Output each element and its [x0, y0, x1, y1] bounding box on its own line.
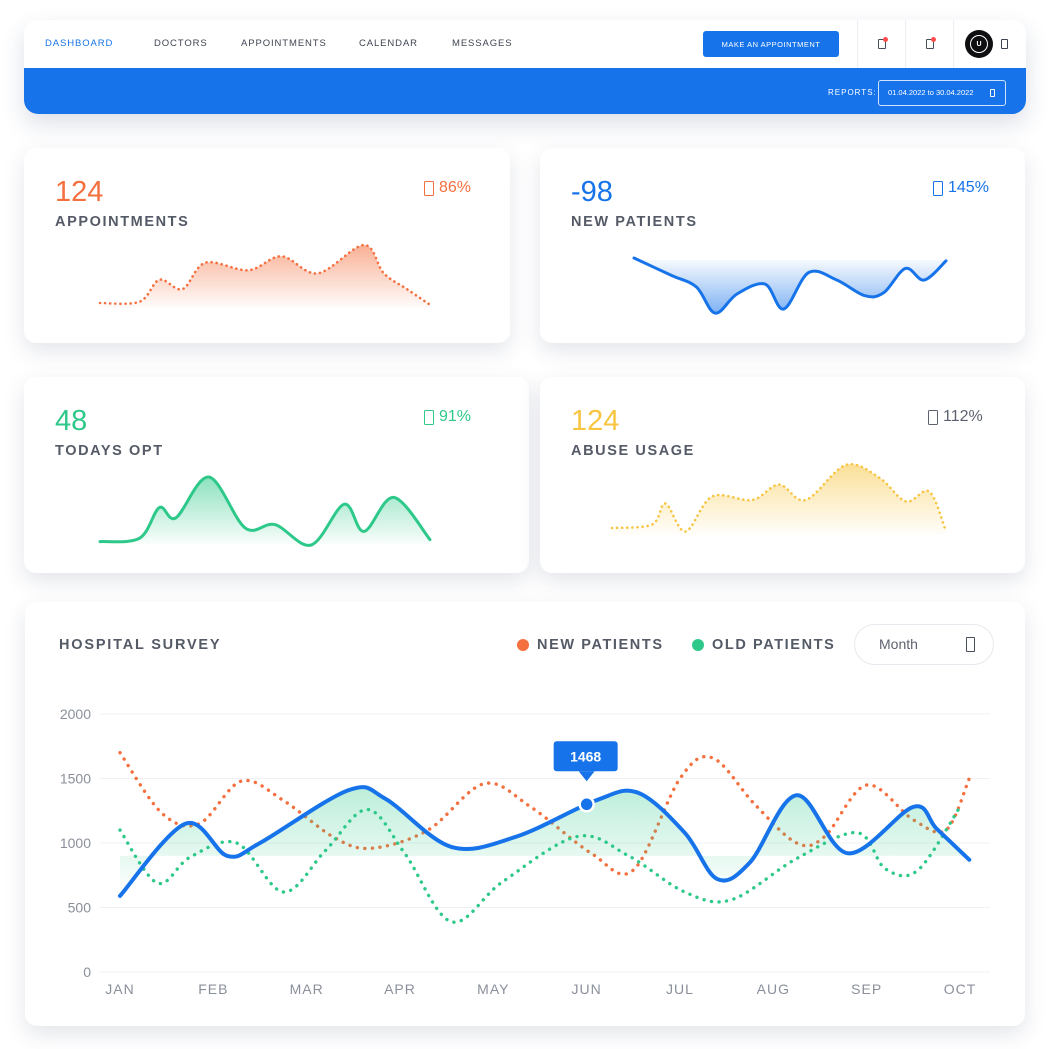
legend-label: OLD PATIENTS — [712, 637, 836, 653]
tooltip: 1468 — [553, 741, 618, 782]
nav-dashboard[interactable]: DASHBOARD — [45, 38, 114, 49]
make-appointment-button[interactable]: MAKE AN APPOINTMENT — [703, 31, 839, 57]
kpi-label: APPOINTMENTS — [55, 214, 190, 230]
file-alert-icon — [877, 37, 888, 49]
kpi-label: ABUSE USAGE — [571, 443, 695, 459]
legend-dot-orange — [517, 639, 529, 651]
new-patients-sparkline — [632, 256, 948, 315]
appointments-sparkline — [98, 243, 432, 308]
survey-chart: 0 500 1000 1500 2000 JAN FEB MAR APR MAY JUN JUL AUG… — [60, 706, 990, 997]
sparkline-line — [98, 475, 432, 547]
sparkline-area — [612, 464, 946, 535]
kpi-delta: 86% — [424, 179, 471, 197]
y-tick-label: 1000 — [60, 835, 91, 851]
kpi-value: 124 — [55, 176, 104, 208]
kpi-delta-value: 112% — [943, 408, 983, 425]
nav-bar: DASHBOARD DOCTORS APPOINTMENTS CALENDAR … — [24, 20, 1026, 68]
legend-old-patients[interactable]: OLD PATIENTS — [692, 637, 835, 653]
legend-dot-green — [692, 639, 704, 651]
sparkline-line — [98, 243, 432, 307]
kpi-delta: 112% — [928, 408, 983, 426]
todays-opt-sparkline — [98, 475, 432, 547]
kpi-card-abuse-usage: 124 ABUSE USAGE 112% — [540, 377, 1025, 573]
x-tick-label: JAN — [105, 981, 134, 997]
menu-icon[interactable] — [1001, 39, 1008, 49]
date-range-value: 01.04.2022 to 30.04.2022 — [888, 88, 974, 97]
kpi-card-appointments: 124 APPOINTMENTS 86% — [24, 148, 510, 343]
kpi-delta-value: 145% — [948, 179, 989, 196]
file-alert-button[interactable] — [857, 20, 905, 68]
sparkline-area — [100, 245, 430, 308]
kpi-label: TODAYS OPT — [55, 443, 164, 459]
date-range-picker[interactable]: 01.04.2022 to 30.04.2022 — [878, 80, 1006, 106]
x-tick-label: JUL — [666, 981, 694, 997]
x-tick-label: MAY — [477, 981, 509, 997]
legend-new-patients[interactable]: NEW PATIENTS — [517, 637, 664, 653]
x-tick-label: FEB — [198, 981, 228, 997]
clipboard-alert-icon — [925, 37, 936, 49]
sparkline-line — [632, 256, 948, 315]
sparkline-area — [634, 258, 946, 314]
clipboard-alert-button[interactable] — [905, 20, 953, 68]
top-header: DASHBOARD DOCTORS APPOINTMENTS CALENDAR … — [24, 20, 1026, 114]
y-tick-label: 0 — [83, 964, 91, 980]
legend-label: NEW PATIENTS — [537, 637, 664, 653]
x-tick-label: JUN — [572, 981, 602, 997]
series-area — [120, 787, 970, 896]
y-tick-label: 2000 — [60, 706, 91, 722]
y-tick-label: 500 — [68, 900, 92, 916]
kpi-delta-value: 86% — [439, 179, 472, 196]
nav-calendar[interactable]: CALENDAR — [359, 38, 418, 49]
tooltip-value: 1468 — [570, 748, 601, 764]
kpi-delta: 145% — [933, 179, 989, 197]
x-tick-label: MAR — [290, 981, 324, 997]
nav-appointments[interactable]: APPOINTMENTS — [241, 38, 327, 49]
x-tick-label: OCT — [944, 981, 977, 997]
chevron-down-icon — [966, 637, 975, 652]
kpi-delta-value: 91% — [439, 408, 472, 425]
trend-icon — [933, 180, 943, 196]
kpi-value: 124 — [571, 405, 620, 437]
trend-icon — [928, 409, 938, 425]
series-line-1 — [118, 751, 971, 876]
nav-doctors[interactable]: DOCTORS — [154, 38, 208, 49]
calendar-icon — [990, 89, 995, 97]
avatar[interactable]: U — [965, 30, 993, 58]
kpi-delta: 91% — [424, 408, 471, 426]
kpi-label: NEW PATIENTS — [571, 214, 698, 230]
x-tick-label: AUG — [757, 981, 790, 997]
nav-messages[interactable]: MESSAGES — [452, 38, 513, 49]
abuse-usage-sparkline — [610, 462, 948, 535]
sparkline-line — [610, 462, 948, 533]
trend-icon — [424, 180, 434, 196]
x-tick-label: APR — [384, 981, 416, 997]
trend-icon — [424, 409, 434, 425]
series-line-2 — [118, 805, 962, 924]
y-tick-label: 1500 — [60, 771, 91, 787]
survey-title: HOSPITAL SURVEY — [59, 637, 222, 653]
reports-label: REPORTS: — [828, 88, 877, 97]
kpi-value: 48 — [55, 405, 88, 437]
period-select[interactable]: Month — [854, 624, 994, 665]
kpi-value: -98 — [571, 176, 613, 208]
period-select-value: Month — [879, 636, 918, 652]
profile-cell — [953, 20, 1026, 68]
sparkline-area — [100, 476, 430, 546]
avatar-logo-icon: U — [970, 35, 988, 53]
kpi-card-todays-opt: 48 TODAYS OPT 91% — [24, 377, 529, 573]
hospital-survey-card: HOSPITAL SURVEY NEW PATIENTS OLD PATIENT… — [25, 602, 1025, 1026]
series-line-3 — [118, 785, 972, 898]
kpi-card-new-patients: -98 NEW PATIENTS 145% — [540, 148, 1025, 343]
x-tick-label: SEP — [851, 981, 882, 997]
highlight-point[interactable] — [578, 796, 595, 813]
reports-bar: REPORTS: 01.04.2022 to 30.04.2022 — [24, 68, 1026, 114]
